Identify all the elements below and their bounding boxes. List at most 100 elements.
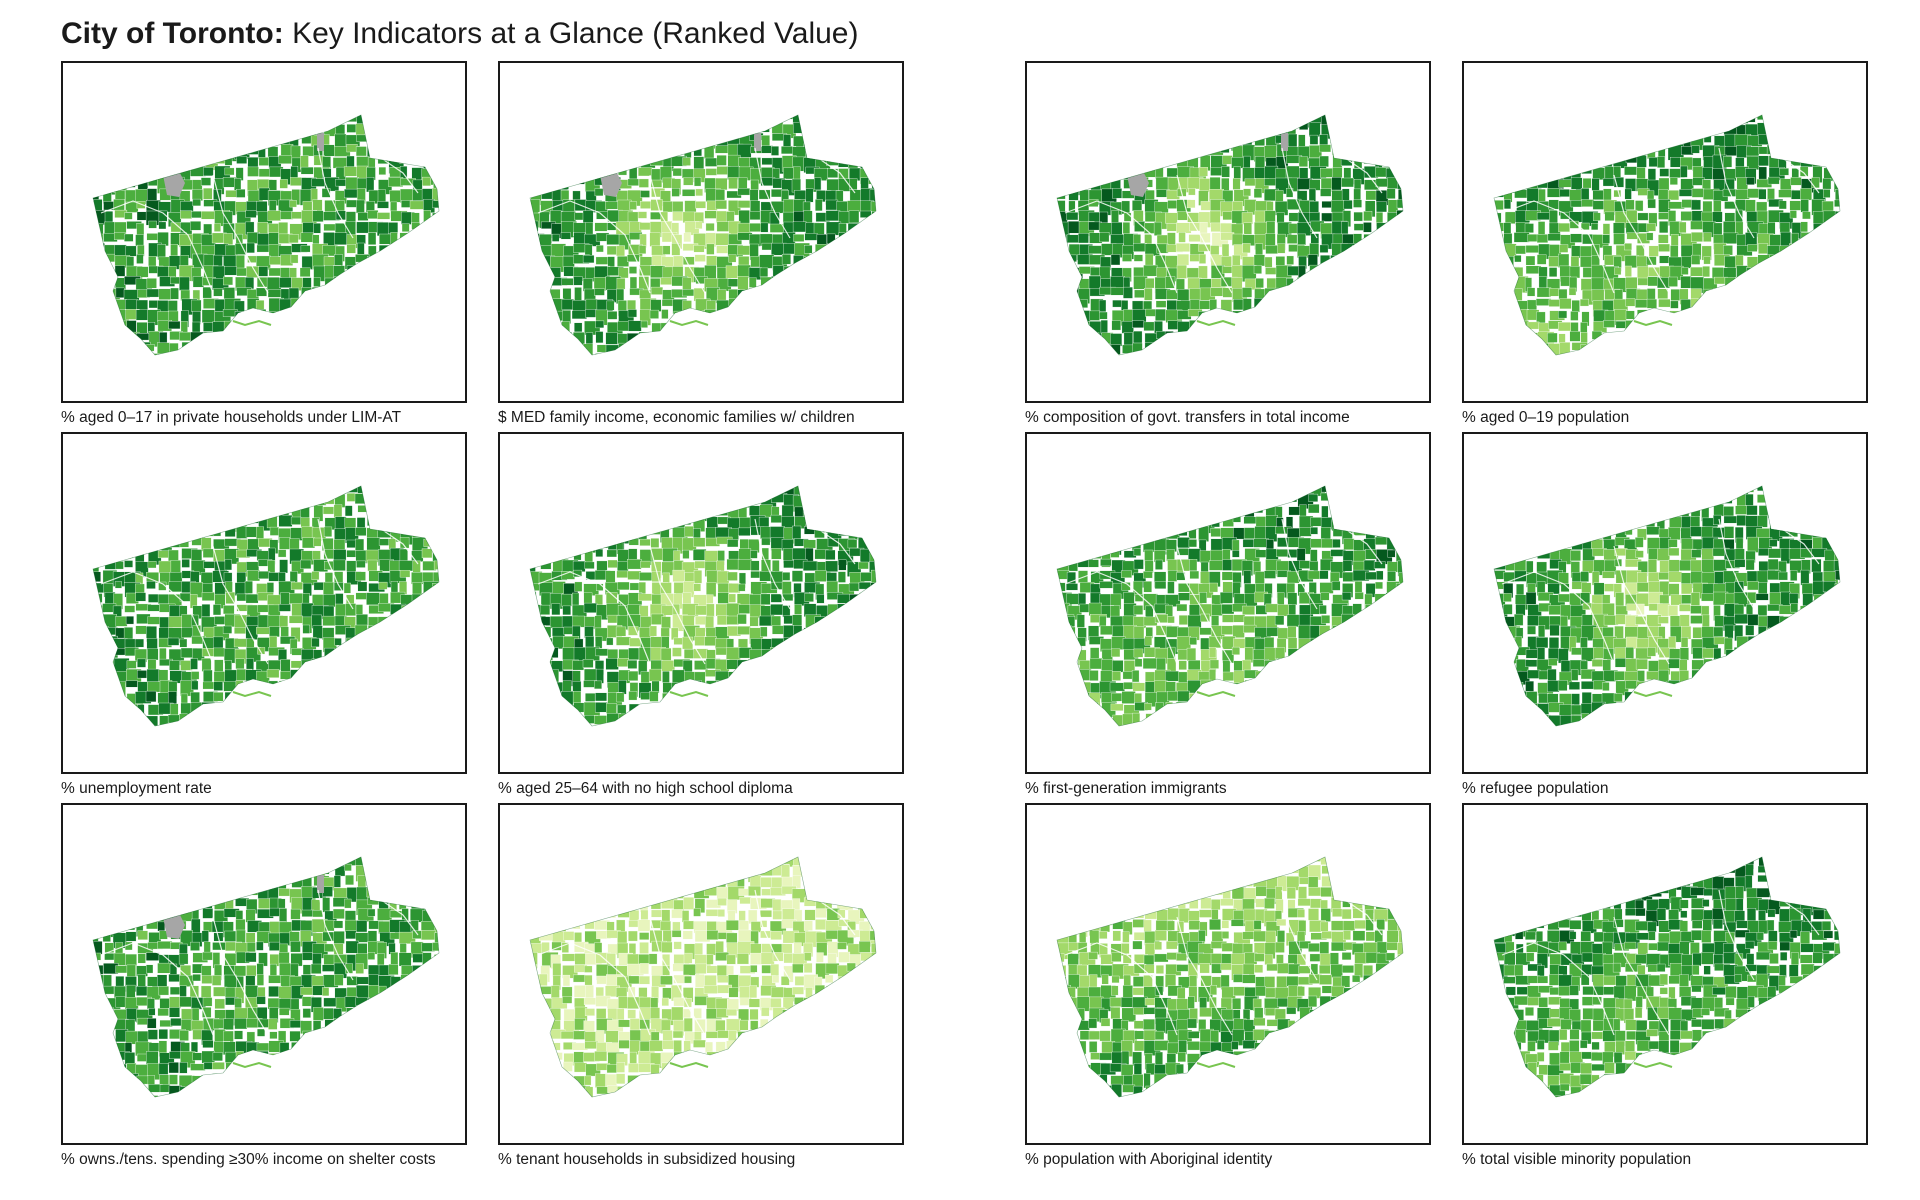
census-tract	[727, 309, 737, 325]
census-tract	[561, 527, 571, 536]
census-tract	[860, 135, 870, 150]
census-tract	[596, 245, 604, 253]
census-tract	[1580, 157, 1597, 169]
census-tract	[1266, 308, 1283, 321]
census-tract	[203, 504, 213, 512]
census-tract	[640, 560, 651, 569]
census-tract	[551, 713, 568, 725]
census-tract	[147, 134, 156, 147]
census-tract	[693, 570, 703, 584]
census-tract	[114, 581, 122, 589]
census-tract	[1288, 604, 1296, 616]
census-tract	[780, 658, 797, 671]
census-tract	[704, 486, 714, 493]
census-tract	[584, 515, 601, 530]
census-tract	[357, 242, 365, 255]
census-tract	[113, 713, 125, 722]
census-tract	[246, 494, 262, 509]
census-tract	[838, 255, 847, 263]
census-tract	[1100, 486, 1109, 495]
census-tract	[159, 115, 177, 125]
census-tract	[870, 614, 876, 623]
census-tract	[136, 146, 147, 158]
census-tract	[706, 582, 717, 597]
census-tract	[1744, 332, 1756, 344]
census-tract	[1111, 222, 1123, 236]
census-tract	[423, 626, 439, 636]
census-tract	[1385, 243, 1402, 258]
census-tract	[539, 322, 551, 333]
census-tract	[192, 135, 205, 151]
census-tract	[672, 211, 684, 222]
census-tract	[1165, 276, 1176, 289]
census-tract	[815, 199, 823, 212]
census-tract	[1835, 166, 1840, 175]
census-tract	[167, 714, 180, 723]
census-tract	[334, 638, 342, 646]
census-tract	[583, 528, 594, 536]
census-tract	[1386, 124, 1400, 140]
census-tract	[278, 115, 289, 120]
census-tract	[1090, 505, 1103, 519]
census-tract	[1222, 559, 1233, 571]
census-tract	[682, 157, 691, 166]
census-tract	[1099, 581, 1113, 589]
census-tract	[1526, 353, 1540, 355]
census-tract	[638, 704, 649, 717]
census-tract	[1057, 254, 1066, 271]
census-tract	[1354, 299, 1362, 311]
census-tract	[102, 133, 117, 147]
census-tract	[1178, 615, 1188, 625]
census-tract	[289, 681, 300, 698]
census-tract	[573, 549, 582, 561]
census-tract	[1799, 115, 1811, 124]
census-tract	[302, 332, 318, 340]
census-tract	[595, 115, 604, 131]
census-tract	[1374, 265, 1389, 277]
census-tract	[224, 266, 237, 276]
census-tract	[1603, 115, 1612, 130]
census-tract	[540, 560, 552, 570]
census-tract	[311, 298, 323, 307]
census-tract	[1387, 322, 1397, 332]
census-tract	[213, 115, 223, 128]
census-tract	[1376, 115, 1392, 128]
census-tract	[1198, 342, 1209, 353]
census-tract	[782, 298, 794, 307]
census-tract	[1373, 561, 1386, 569]
census-tract	[323, 670, 334, 679]
census-tract	[93, 495, 104, 507]
census-tract	[815, 244, 828, 259]
census-tract	[411, 276, 420, 292]
census-tract	[125, 486, 137, 493]
census-tract	[749, 616, 759, 627]
census-tract	[387, 320, 404, 333]
census-tract	[1494, 309, 1506, 326]
census-tract	[1057, 625, 1072, 641]
census-tract	[1232, 550, 1240, 558]
census-tract	[1155, 308, 1166, 321]
census-tract	[291, 322, 306, 333]
census-tract	[423, 210, 431, 222]
census-tract	[146, 506, 162, 522]
census-tract	[169, 703, 179, 716]
census-tract	[1395, 254, 1403, 268]
census-tract	[389, 670, 407, 678]
census-tract	[1800, 133, 1817, 146]
census-tract	[728, 254, 737, 263]
census-tract	[1340, 243, 1358, 254]
census-tract	[803, 493, 812, 502]
census-tract	[684, 526, 694, 537]
census-tract	[871, 625, 876, 638]
census-tract	[157, 550, 169, 559]
census-tract	[1780, 299, 1795, 312]
census-tract	[1769, 115, 1780, 121]
census-tract	[1232, 178, 1241, 190]
census-tract	[672, 647, 682, 657]
census-tract	[1822, 115, 1835, 129]
census-tract	[1615, 332, 1627, 345]
census-tract	[411, 657, 425, 670]
census-tract	[858, 637, 875, 653]
census-tract	[770, 604, 784, 616]
census-tract	[781, 692, 794, 703]
